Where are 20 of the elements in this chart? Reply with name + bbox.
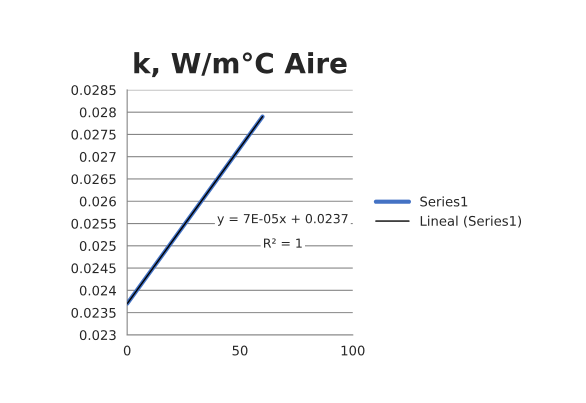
y-tick-label: 0.028: [80, 107, 116, 118]
y-tick-label: 0.025: [80, 241, 116, 251]
legend-label: Lineal (Series1): [420, 216, 522, 228]
y-tick-label: 0.026: [80, 196, 116, 206]
y-tick-label: 0.024: [80, 286, 116, 296]
y-tick-label: 0.0275: [71, 130, 116, 140]
x-tick-label: 50: [232, 346, 248, 356]
annotation: R² = 1: [264, 238, 302, 248]
y-tick-label: 0.027: [80, 152, 116, 162]
y-tick-label: 0.023: [80, 330, 116, 340]
x-tick-label: 100: [342, 346, 364, 356]
y-tick-label: 0.0235: [71, 308, 116, 318]
chart-title: k, W/m°C Aire: [134, 52, 347, 78]
y-tick-label: 0.0285: [71, 85, 116, 96]
x-tick-label: 0: [124, 346, 130, 356]
annotation: y = 7E-05x + 0.0237: [217, 214, 348, 226]
y-tick-label: 0.0265: [71, 174, 116, 184]
y-tick-label: 0.0245: [71, 263, 116, 274]
y-tick-label: 0.0255: [71, 218, 116, 229]
legend-label: Series1: [420, 196, 468, 207]
